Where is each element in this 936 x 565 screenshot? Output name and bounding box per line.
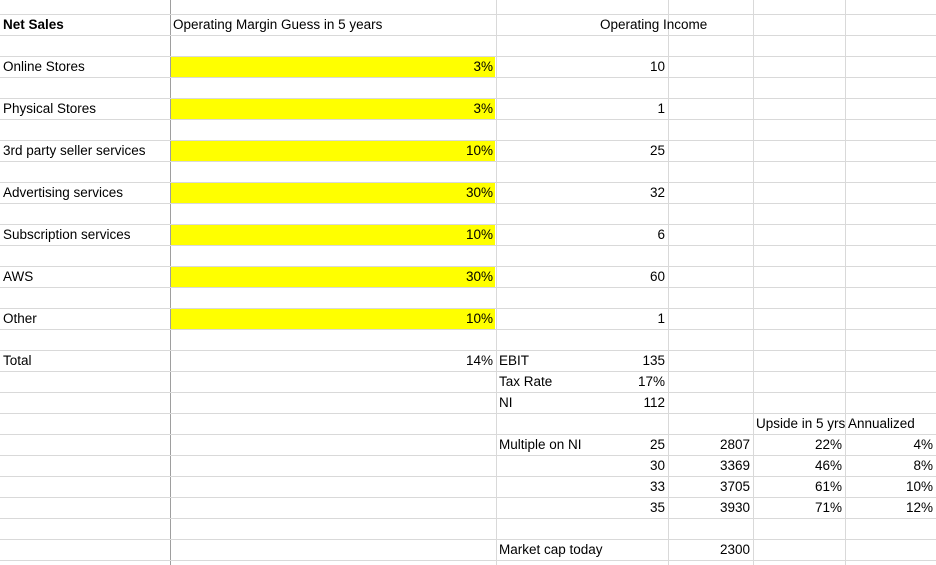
row-gridline [0, 391, 936, 393]
cell: 1 [657, 100, 665, 116]
cell: 10 [649, 58, 665, 74]
cell: Operating Margin Guess in 5 years [173, 16, 383, 32]
cell: 3930 [719, 499, 750, 515]
cell: 22% [814, 436, 842, 452]
row-gridline [0, 370, 936, 372]
cell: 10% [905, 478, 933, 494]
row-gridline [0, 160, 936, 162]
cell: Operating Income [600, 16, 708, 32]
cell: 35 [649, 499, 665, 515]
highlight [171, 98, 495, 119]
row-gridline [0, 454, 936, 456]
cell: Physical Stores [3, 100, 97, 116]
cell: Net Sales [3, 16, 64, 32]
row-gridline [0, 34, 936, 36]
row-gridline [0, 223, 936, 225]
column-gridline [845, 0, 846, 565]
row-gridline [0, 286, 936, 288]
cell: 6 [657, 226, 665, 242]
cell: 10% [465, 310, 493, 326]
row-gridline [0, 349, 936, 351]
row-gridline [0, 139, 936, 141]
cell: Market cap today [499, 541, 603, 557]
highlight [171, 182, 495, 203]
row-gridline [0, 538, 936, 540]
row-gridline [0, 97, 936, 99]
highlight [171, 266, 495, 287]
row-gridline [0, 244, 936, 246]
cell: 60 [649, 268, 665, 284]
highlight [171, 308, 495, 329]
row-gridline [0, 559, 936, 561]
row-gridline [0, 328, 936, 330]
column-gridline [170, 0, 171, 565]
cell: 25 [649, 436, 665, 452]
cell: 30% [465, 184, 493, 200]
cell: 17% [637, 373, 665, 389]
cell: 10% [465, 142, 493, 158]
cell: 8% [913, 457, 933, 473]
cell: 12% [905, 499, 933, 515]
cell: 46% [814, 457, 842, 473]
column-gridline [496, 0, 497, 565]
cell: Annualized [848, 415, 915, 431]
cell: 30% [465, 268, 493, 284]
row-gridline [0, 517, 936, 519]
cell: 3% [473, 58, 493, 74]
row-gridline [0, 412, 936, 414]
cell: 3369 [719, 457, 750, 473]
row-gridline [0, 265, 936, 267]
cell: 32 [649, 184, 665, 200]
row-gridline [0, 181, 936, 183]
row-gridline [0, 496, 936, 498]
row-gridline [0, 307, 936, 309]
cell: AWS [3, 268, 34, 284]
cell: 2300 [719, 541, 750, 557]
cell: 2807 [719, 436, 750, 452]
row-gridline [0, 118, 936, 120]
cell: Upside in 5 yrs [756, 415, 845, 431]
row-gridline [0, 13, 936, 15]
cell: Other [3, 310, 37, 326]
highlight [171, 56, 495, 77]
cell: 3705 [719, 478, 750, 494]
cell: Subscription services [3, 226, 131, 242]
cell: Tax Rate [499, 373, 553, 389]
cell: Advertising services [3, 184, 124, 200]
cell: 4% [913, 436, 933, 452]
cell: 71% [814, 499, 842, 515]
cell: Total [3, 352, 32, 368]
cell: 1 [657, 310, 665, 326]
cell: Multiple on NI [499, 436, 582, 452]
cell: 3% [473, 100, 493, 116]
row-gridline [0, 55, 936, 57]
cell: 25 [649, 142, 665, 158]
cell: 30 [649, 457, 665, 473]
row-gridline [0, 76, 936, 78]
cell: 14% [465, 352, 493, 368]
cell: 112 [643, 394, 665, 410]
cell: EBIT [499, 352, 530, 368]
cell: 10% [465, 226, 493, 242]
column-gridline [753, 0, 754, 565]
row-gridline [0, 202, 936, 204]
highlight [171, 140, 495, 161]
row-gridline [0, 433, 936, 435]
cell: 61% [814, 478, 842, 494]
cell: Online Stores [3, 58, 85, 74]
cell: 135 [642, 352, 665, 368]
cell: 3rd party seller services [3, 142, 146, 158]
cell: 33 [649, 478, 665, 494]
highlight [171, 224, 495, 245]
row-gridline [0, 475, 936, 477]
column-gridline [668, 0, 669, 565]
cell: NI [499, 394, 513, 410]
